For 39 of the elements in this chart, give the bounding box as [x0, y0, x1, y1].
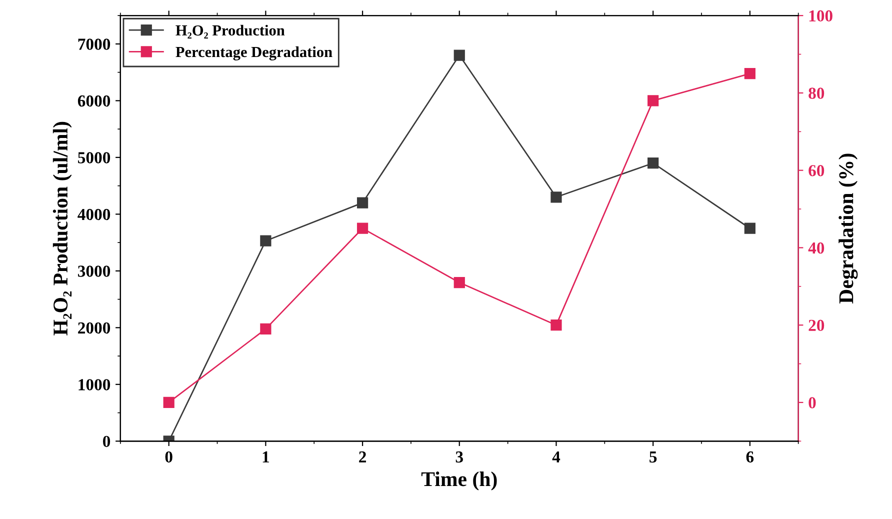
legend-label: H₂O₂ Production — [176, 24, 285, 38]
y2-tick-label: 80 — [808, 88, 824, 99]
point — [550, 192, 562, 203]
x-tick-label: 5 — [650, 452, 657, 463]
y-tick-label: 4000 — [78, 208, 110, 220]
point — [163, 396, 174, 408]
point — [648, 158, 659, 169]
point — [454, 276, 465, 288]
y2-tick-label: 0 — [808, 397, 816, 408]
y-tick-label: 5000 — [78, 152, 110, 164]
point — [356, 222, 368, 234]
point — [454, 50, 465, 61]
x-tick-label: 4 — [552, 451, 560, 462]
x-axis-title: Time (h) — [421, 472, 497, 490]
y-tick-label: 1000 — [78, 379, 110, 390]
y2-tick-label: 20 — [808, 320, 824, 332]
y-tick-label: 2000 — [78, 322, 110, 334]
y2-tick-label: 60 — [808, 165, 824, 176]
y2-axis-title: Degradation (%) — [838, 154, 858, 304]
y2-tick-label: 100 — [809, 10, 832, 22]
point — [744, 68, 756, 80]
y-tick-label: 0 — [103, 436, 110, 448]
point — [260, 323, 272, 335]
point — [356, 197, 368, 208]
x-tick-label: 6 — [746, 451, 754, 463]
x-tick-label: 0 — [165, 451, 172, 463]
x-tick-label: 1 — [262, 451, 269, 462]
point — [260, 235, 272, 246]
point — [648, 95, 659, 106]
legend-label: Percentage Degradation — [176, 46, 332, 60]
point — [744, 222, 756, 234]
x-tick-label: 3 — [456, 451, 463, 463]
y-tick-label: 3000 — [78, 266, 110, 277]
point — [550, 320, 562, 331]
y-tick-label: 7000 — [78, 38, 110, 50]
y-axis-title: H₂O₂ Production (ul/ml) — [52, 122, 72, 336]
y2-tick-label: 40 — [808, 242, 824, 254]
x-tick-label: 2 — [359, 451, 366, 462]
y-tick-label: 6000 — [78, 95, 110, 107]
